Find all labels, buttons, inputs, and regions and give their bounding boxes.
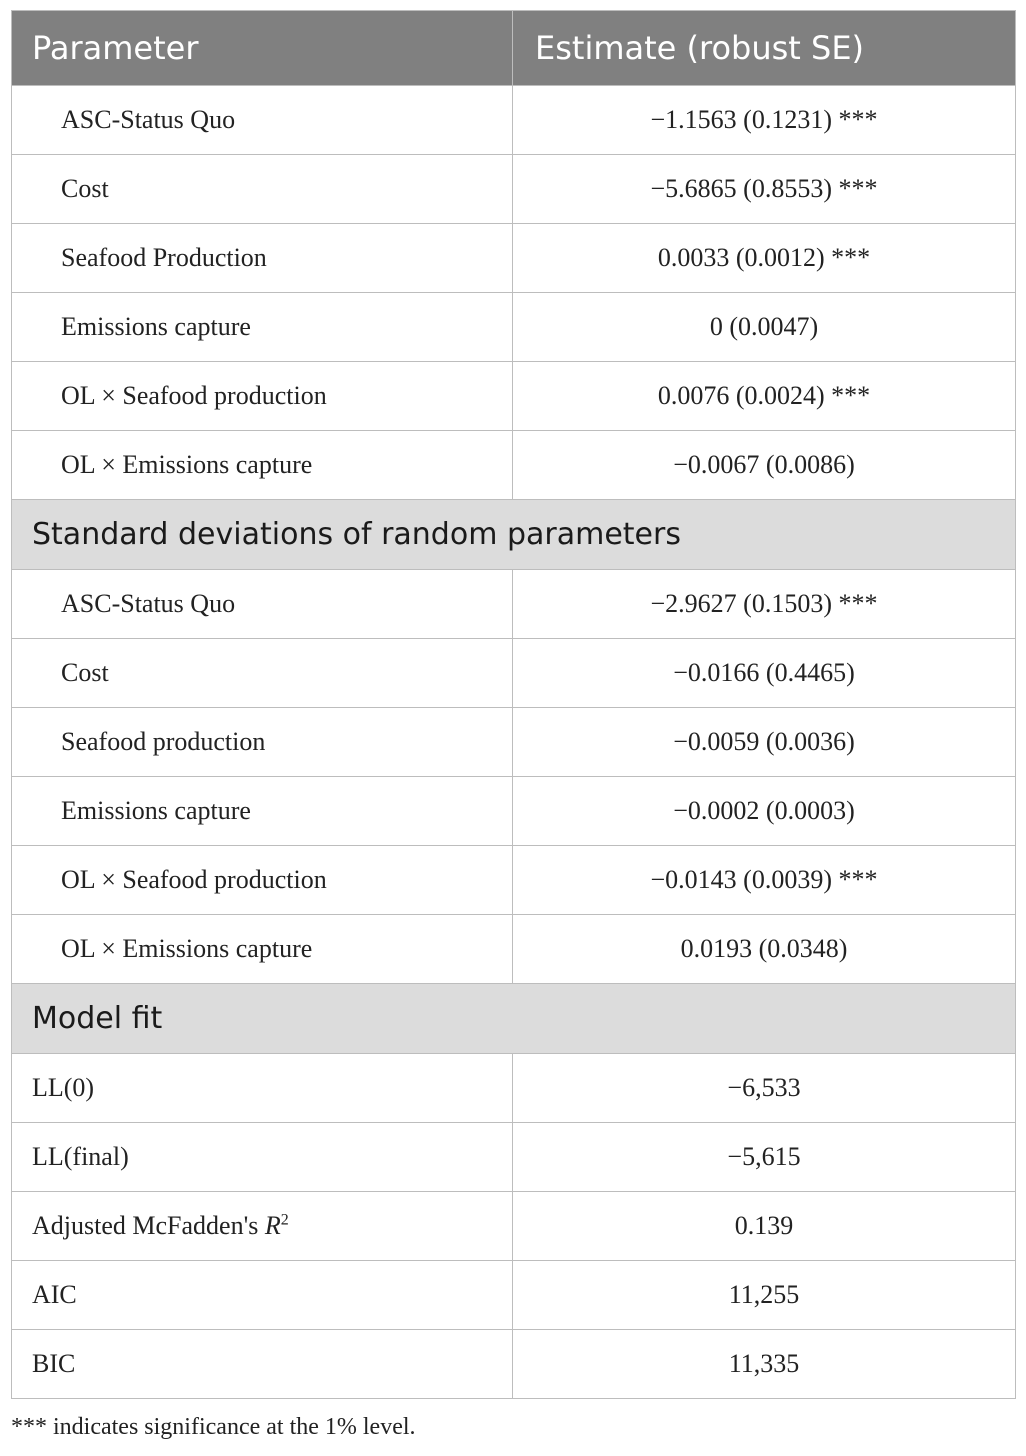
- table-row: ASC-Status Quo −2.9627 (0.1503) ***: [11, 569, 1016, 639]
- results-table: Parameter Estimate (robust SE) ASC-Statu…: [11, 10, 1016, 1399]
- fit-stat-name: Adjusted McFadden's R2: [11, 1191, 513, 1261]
- table-row: BIC 11,335: [11, 1329, 1016, 1399]
- parameter-name: OL × Emissions capture: [11, 914, 513, 984]
- fit-stat-value: 11,255: [512, 1260, 1016, 1330]
- table-row: OL × Emissions capture −0.0067 (0.0086): [11, 430, 1016, 500]
- parameter-estimate: −0.0059 (0.0036): [512, 707, 1016, 777]
- parameter-name: Emissions capture: [11, 776, 513, 846]
- fit-stat-name: BIC: [11, 1329, 513, 1399]
- fit-stat-value: 11,335: [512, 1329, 1016, 1399]
- r2-label-prefix: Adjusted McFadden's: [32, 1211, 265, 1240]
- section-row-sd: Standard deviations of random parameters: [11, 499, 1016, 570]
- parameter-name: ASC-Status Quo: [11, 569, 513, 639]
- header-row: Parameter Estimate (robust SE): [11, 10, 1016, 86]
- table-row: OL × Emissions capture 0.0193 (0.0348): [11, 914, 1016, 984]
- parameter-estimate: −2.9627 (0.1503) ***: [512, 569, 1016, 639]
- r2-label-superscript: 2: [280, 1211, 289, 1229]
- table-row: Adjusted McFadden's R2 0.139: [11, 1191, 1016, 1261]
- table-footnote: *** indicates significance at the 1% lev…: [11, 1414, 416, 1440]
- table-body: ASC-Status Quo −1.1563 (0.1231) *** Cost…: [11, 85, 1016, 1399]
- fit-stat-name: AIC: [11, 1260, 513, 1330]
- section-title-sd: Standard deviations of random parameters: [11, 499, 1016, 570]
- parameter-estimate: −1.1563 (0.1231) ***: [512, 85, 1016, 155]
- table-row: Cost −5.6865 (0.8553) ***: [11, 154, 1016, 224]
- parameter-name: Cost: [11, 154, 513, 224]
- parameter-estimate: −0.0143 (0.0039) ***: [512, 845, 1016, 915]
- table-row: Emissions capture 0 (0.0047): [11, 292, 1016, 362]
- table-row: LL(final) −5,615: [11, 1122, 1016, 1192]
- parameter-estimate: −0.0067 (0.0086): [512, 430, 1016, 500]
- results-table-container: Parameter Estimate (robust SE) ASC-Statu…: [11, 10, 1016, 1399]
- parameter-name: OL × Seafood production: [11, 845, 513, 915]
- section-title-model-fit: Model fit: [11, 983, 1016, 1054]
- fit-stat-name: LL(0): [11, 1053, 513, 1123]
- header-estimate: Estimate (robust SE): [512, 10, 1016, 86]
- parameter-name: ASC-Status Quo: [11, 85, 513, 155]
- parameter-estimate: −5.6865 (0.8553) ***: [512, 154, 1016, 224]
- fit-stat-value: −5,615: [512, 1122, 1016, 1192]
- parameter-estimate: 0.0033 (0.0012) ***: [512, 223, 1016, 293]
- table-row: OL × Seafood production 0.0076 (0.0024) …: [11, 361, 1016, 431]
- section-row-model-fit: Model fit: [11, 983, 1016, 1054]
- table-row: LL(0) −6,533: [11, 1053, 1016, 1123]
- parameter-name: Seafood production: [11, 707, 513, 777]
- table-row: OL × Seafood production −0.0143 (0.0039)…: [11, 845, 1016, 915]
- parameter-name: OL × Emissions capture: [11, 430, 513, 500]
- parameter-name: Cost: [11, 638, 513, 708]
- parameter-estimate: −0.0002 (0.0003): [512, 776, 1016, 846]
- fit-stat-value: −6,533: [512, 1053, 1016, 1123]
- table-row: Seafood Production 0.0033 (0.0012) ***: [11, 223, 1016, 293]
- table-row: Cost −0.0166 (0.4465): [11, 638, 1016, 708]
- parameter-name: Seafood Production: [11, 223, 513, 293]
- table-row: Seafood production −0.0059 (0.0036): [11, 707, 1016, 777]
- parameter-estimate: −0.0166 (0.4465): [512, 638, 1016, 708]
- table-row: AIC 11,255: [11, 1260, 1016, 1330]
- parameter-name: OL × Seafood production: [11, 361, 513, 431]
- header-parameter: Parameter: [11, 10, 513, 86]
- r2-label-variable: R: [264, 1211, 281, 1240]
- parameter-estimate: 0.0193 (0.0348): [512, 914, 1016, 984]
- table-header: Parameter Estimate (robust SE): [11, 10, 1016, 86]
- fit-stat-value: 0.139: [512, 1191, 1016, 1261]
- parameter-estimate: 0.0076 (0.0024) ***: [512, 361, 1016, 431]
- parameter-estimate: 0 (0.0047): [512, 292, 1016, 362]
- parameter-name: Emissions capture: [11, 292, 513, 362]
- fit-stat-name: LL(final): [11, 1122, 513, 1192]
- table-row: ASC-Status Quo −1.1563 (0.1231) ***: [11, 85, 1016, 155]
- table-row: Emissions capture −0.0002 (0.0003): [11, 776, 1016, 846]
